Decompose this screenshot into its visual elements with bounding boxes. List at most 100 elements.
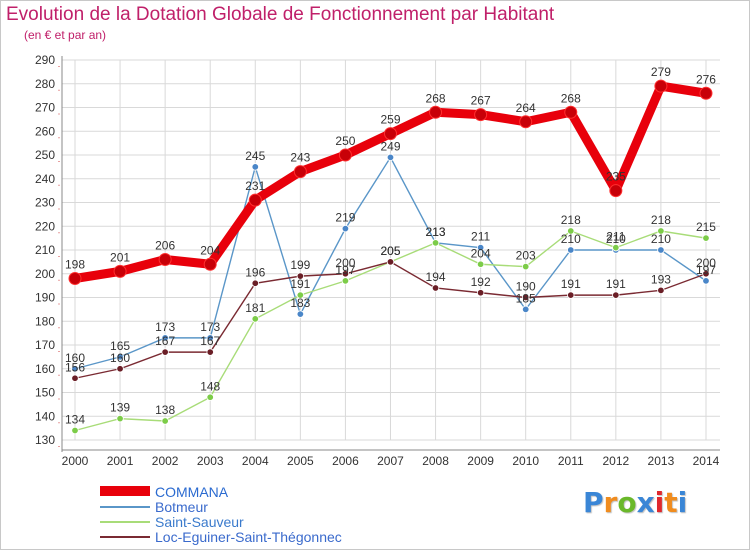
data-point-botmeur	[71, 365, 79, 373]
data-label-commana: 231	[245, 179, 265, 193]
data-label-saint-sauveur: 139	[110, 401, 130, 415]
data-point-saint-sauveur	[116, 414, 124, 423]
data-point-saint-sauveur	[612, 243, 620, 252]
data-point-loc-eguiner-saint-th-gonnec	[612, 291, 620, 299]
data-point-saint-sauveur	[476, 260, 485, 268]
x-tick-label: 2008	[422, 454, 449, 468]
data-point-commana	[293, 165, 307, 179]
y-tick-label: 150	[35, 386, 55, 400]
data-label-botmeur: 219	[335, 211, 355, 225]
data-point-botmeur	[296, 310, 305, 318]
y-tick-label: 230	[35, 196, 55, 210]
data-point-loc-eguiner-saint-th-gonnec	[71, 374, 79, 382]
legend-swatch	[100, 486, 150, 496]
data-label-loc-eguiner-saint-th-gonnec: 200	[335, 256, 355, 270]
data-label-loc-eguiner-saint-th-gonnec: 200	[696, 256, 716, 270]
data-point-commana	[654, 79, 668, 93]
data-point-saint-sauveur	[71, 426, 79, 435]
data-point-loc-eguiner-saint-th-gonnec	[431, 284, 440, 292]
data-label-commana: 250	[335, 134, 355, 148]
data-point-commana	[699, 86, 713, 100]
chart-subtitle: (en € et par an)	[24, 28, 107, 42]
legend-label: COMMANA	[155, 484, 229, 500]
x-tick-label: 2000	[62, 454, 89, 468]
data-point-botmeur	[251, 163, 259, 171]
data-point-loc-eguiner-saint-th-gonnec	[522, 293, 530, 302]
data-label-loc-eguiner-saint-th-gonnec: 192	[471, 275, 491, 289]
data-point-botmeur	[657, 246, 665, 254]
data-label-commana: 267	[471, 94, 491, 108]
data-point-botmeur	[567, 246, 575, 254]
data-point-botmeur	[386, 153, 395, 162]
x-tick-label: 2012	[602, 454, 629, 468]
y-tick-label: 140	[35, 409, 55, 423]
data-label-loc-eguiner-saint-th-gonnec: 196	[245, 265, 265, 279]
data-point-loc-eguiner-saint-th-gonnec	[386, 258, 395, 266]
data-label-loc-eguiner-saint-th-gonnec: 205	[380, 244, 400, 258]
y-tick-label: 180	[35, 314, 55, 328]
data-label-commana: 268	[561, 91, 581, 105]
data-label-saint-sauveur: 181	[245, 301, 265, 315]
data-point-loc-eguiner-saint-th-gonnec	[161, 348, 169, 356]
data-label-loc-eguiner-saint-th-gonnec: 193	[651, 272, 671, 286]
data-label-saint-sauveur: 197	[335, 263, 355, 277]
data-label-loc-eguiner-saint-th-gonnec: 194	[426, 270, 446, 284]
chart-title: Evolution de la Dotation Globale de Fonc…	[6, 4, 555, 25]
data-point-botmeur	[116, 353, 124, 361]
y-tick-label: 130	[35, 433, 55, 447]
data-label-loc-eguiner-saint-th-gonnec: 156	[65, 360, 85, 374]
y-tick-label: 240	[35, 172, 55, 186]
data-label-saint-sauveur: 204	[471, 246, 491, 260]
y-tick-label: 250	[35, 148, 55, 162]
x-tick-label: 2006	[332, 454, 359, 468]
data-label-saint-sauveur: 148	[200, 379, 220, 393]
legend-swatch	[100, 536, 150, 538]
data-point-commana	[68, 272, 82, 285]
proxiti-logo: Proxiti	[583, 486, 688, 519]
data-point-loc-eguiner-saint-th-gonnec	[341, 270, 350, 278]
data-point-commana	[609, 184, 623, 198]
y-tick-label: 280	[35, 77, 55, 91]
data-point-botmeur	[206, 334, 214, 342]
data-point-commana	[383, 127, 397, 141]
legend-swatch	[100, 506, 150, 508]
y-tick-label: 210	[35, 243, 55, 257]
data-point-saint-sauveur	[251, 315, 259, 323]
data-point-botmeur	[341, 224, 350, 233]
data-point-loc-eguiner-saint-th-gonnec	[296, 272, 305, 280]
x-tick-label: 2007	[377, 454, 404, 468]
data-point-botmeur	[702, 277, 710, 285]
data-label-botmeur: 249	[380, 139, 400, 153]
data-label-botmeur: 213	[426, 225, 446, 239]
data-point-commana	[474, 108, 488, 122]
y-tick-label: 200	[35, 267, 55, 281]
data-point-loc-eguiner-saint-th-gonnec	[567, 291, 575, 299]
data-label-botmeur: 183	[290, 296, 310, 310]
data-label-botmeur: 210	[606, 232, 626, 246]
data-label-botmeur: 211	[471, 230, 490, 244]
data-label-saint-sauveur: 138	[155, 403, 175, 417]
data-point-commana	[248, 193, 262, 207]
x-tick-label: 2010	[512, 454, 539, 468]
data-label-botmeur: 165	[110, 339, 130, 353]
data-label-commana: 276	[696, 72, 716, 86]
data-label-saint-sauveur: 211	[606, 230, 625, 244]
data-point-saint-sauveur	[522, 262, 530, 271]
data-label-saint-sauveur: 134	[65, 413, 85, 427]
data-point-saint-sauveur	[702, 234, 710, 242]
x-tick-label: 2003	[197, 454, 224, 468]
data-point-loc-eguiner-saint-th-gonnec	[702, 270, 710, 278]
data-label-botmeur: 173	[155, 320, 175, 334]
y-tick-label: 160	[35, 362, 55, 376]
data-label-loc-eguiner-saint-th-gonnec: 191	[606, 277, 626, 291]
x-tick-label: 2014	[693, 454, 720, 468]
data-point-loc-eguiner-saint-th-gonnec	[251, 279, 259, 287]
data-label-saint-sauveur: 218	[561, 213, 581, 227]
data-label-commana: 198	[65, 258, 85, 272]
data-label-botmeur: 210	[561, 232, 581, 246]
data-point-commana	[158, 253, 172, 266]
data-label-loc-eguiner-saint-th-gonnec: 199	[290, 258, 310, 272]
data-point-saint-sauveur	[206, 393, 214, 401]
data-label-commana: 259	[380, 113, 400, 127]
